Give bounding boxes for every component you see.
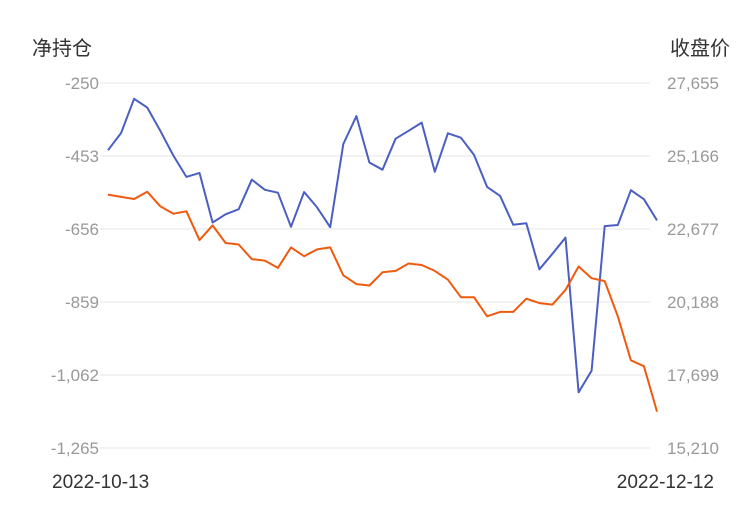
series-line-left-axis xyxy=(107,97,658,394)
left-tick-label: -1,265 xyxy=(51,439,99,458)
right-tick-label: 22,677 xyxy=(667,220,719,239)
left-axis-title: 净持仓 xyxy=(32,37,92,60)
x-start-label: 2022-10-13 xyxy=(52,472,149,493)
right-tick-label: 20,188 xyxy=(667,293,719,312)
x-end-label: 2022-12-12 xyxy=(617,472,714,493)
left-tick-label: -453 xyxy=(65,147,99,166)
right-tick-label: 25,166 xyxy=(667,147,719,166)
right-tick-label: 17,699 xyxy=(667,366,719,385)
left-tick-label: -656 xyxy=(65,220,99,239)
series-line-right-axis xyxy=(107,190,658,412)
right-tick-label: 15,210 xyxy=(667,439,719,458)
series-lines xyxy=(107,97,658,412)
right-tick-label: 27,655 xyxy=(667,74,719,93)
right-axis-title: 收盘价 xyxy=(670,37,730,60)
right-axis-ticks: 27,655 25,166 22,677 20,188 17,699 15,210 xyxy=(667,74,719,458)
left-axis-ticks: -250 -453 -656 -859 -1,062 -1,265 xyxy=(51,74,99,458)
left-tick-label: -1,062 xyxy=(51,366,99,385)
gridlines xyxy=(100,82,650,449)
left-tick-label: -859 xyxy=(65,293,99,312)
left-tick-label: -250 xyxy=(65,74,99,93)
